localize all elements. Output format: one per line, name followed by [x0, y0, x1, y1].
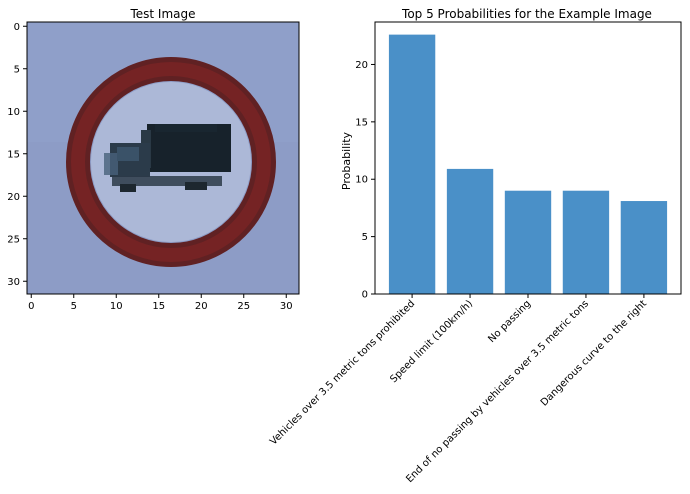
- traffic-sign-image: [27, 22, 299, 294]
- image-title: Test Image: [129, 7, 195, 21]
- image-x-tick-label: 5: [71, 301, 77, 312]
- bar: [446, 168, 494, 294]
- image-x-tick-label: 25: [237, 301, 250, 312]
- image-x-tick-label: 15: [152, 301, 165, 312]
- image-y-tick-label: 15: [7, 149, 20, 160]
- bar-y-tick-label: 15: [355, 117, 368, 128]
- y-axis-label: Probability: [340, 131, 353, 190]
- bar: [620, 201, 668, 294]
- image-x-ticks: 0 5 10 15 20 25 30: [28, 294, 293, 312]
- bar-y-tick-label: 0: [362, 290, 368, 301]
- image-y-tick-label: 10: [7, 107, 20, 118]
- image-x-tick-label: 20: [195, 301, 208, 312]
- bar: [562, 190, 610, 294]
- image-x-tick-label: 0: [28, 301, 34, 312]
- bar-plot-frame: [374, 21, 682, 295]
- image-plot: 0 5 10 15 20 25 30 0 5 10 15 20 25 30: [7, 21, 300, 312]
- truck-icon: [104, 124, 231, 192]
- bar-x-tick-label: Dangerous curve to the right: [539, 298, 649, 408]
- chart-title: Top 5 Probabilities for the Example Imag…: [401, 7, 652, 21]
- bar-x-ticks: Vehicles over 3.5 metric tons prohibited…: [268, 294, 649, 485]
- bar: [504, 190, 552, 294]
- bar-group: [388, 34, 668, 294]
- image-x-tick-label: 30: [280, 301, 293, 312]
- image-y-tick-label: 30: [7, 277, 20, 288]
- image-y-tick-label: 25: [7, 234, 20, 245]
- bar-x-tick-label: No passing: [486, 298, 533, 345]
- image-y-tick-label: 0: [14, 22, 20, 33]
- bar-y-tick-label: 5: [362, 232, 368, 243]
- bar-y-ticks: 0 5 10 15 20: [355, 60, 375, 301]
- image-y-tick-label: 20: [7, 192, 20, 203]
- image-y-ticks: 0 5 10 15 20 25 30: [7, 22, 27, 288]
- bar: [388, 34, 436, 294]
- bar-y-tick-label: 10: [355, 175, 368, 186]
- bar-y-tick-label: 20: [355, 60, 368, 71]
- image-y-tick-label: 5: [14, 64, 20, 75]
- image-x-tick-label: 10: [110, 301, 123, 312]
